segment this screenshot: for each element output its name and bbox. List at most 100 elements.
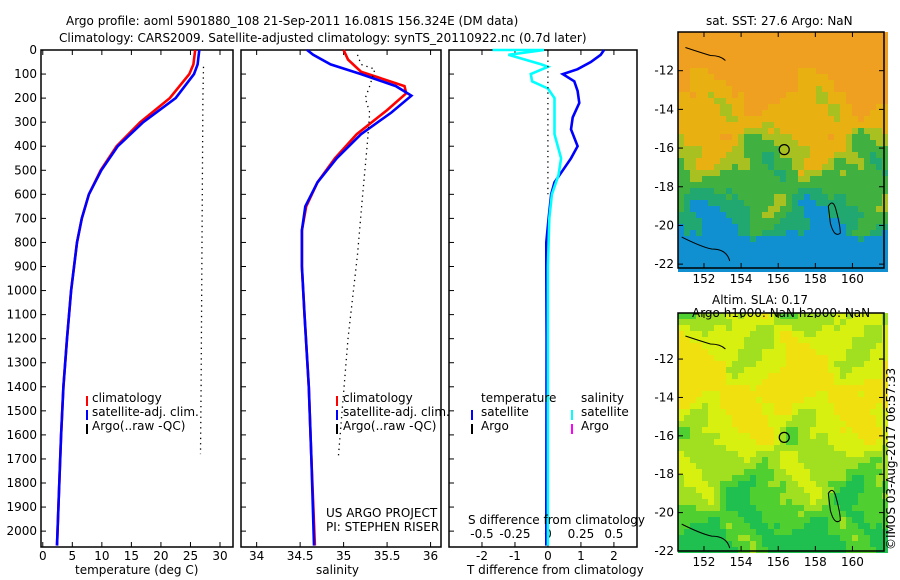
- map-cell: [882, 499, 888, 505]
- map-cell: [750, 391, 756, 397]
- map-cell: [780, 505, 786, 511]
- map-cell: [738, 266, 744, 272]
- map-cell: [678, 200, 684, 206]
- legend-marker: [571, 424, 573, 434]
- map-cell: [804, 325, 810, 331]
- map-cell: [816, 80, 822, 86]
- map-cell: [732, 152, 738, 158]
- map-cell: [774, 110, 780, 116]
- map-cell: [792, 547, 798, 553]
- map-cell: [720, 487, 726, 493]
- map-cell: [864, 38, 870, 44]
- map-cell: [744, 481, 750, 487]
- map-cell: [768, 499, 774, 505]
- map-cell: [876, 170, 882, 176]
- map-cell: [828, 92, 834, 98]
- map-cell: [846, 38, 852, 44]
- map-cell: [714, 385, 720, 391]
- map-cell: [696, 397, 702, 403]
- map-cell: [876, 50, 882, 56]
- map-cell: [804, 116, 810, 122]
- map-cell: [756, 44, 762, 50]
- map-cell: [690, 140, 696, 146]
- map-cell: [822, 224, 828, 230]
- map-cell: [834, 421, 840, 427]
- map-cell: [816, 194, 822, 200]
- map-cell: [840, 523, 846, 529]
- map-cell: [840, 188, 846, 194]
- map-cell: [852, 385, 858, 391]
- map-cell: [702, 260, 708, 266]
- map-cell: [882, 415, 888, 421]
- map-cell: [732, 391, 738, 397]
- map-cell: [684, 493, 690, 499]
- map-cell: [882, 397, 888, 403]
- map-cell: [684, 92, 690, 98]
- map-cell: [678, 511, 684, 517]
- map-cell: [852, 541, 858, 547]
- map-cell: [774, 481, 780, 487]
- map-cell: [864, 457, 870, 463]
- map-cell: [702, 415, 708, 421]
- map-cell: [714, 92, 720, 98]
- map-cell: [804, 122, 810, 128]
- map-cell: [744, 152, 750, 158]
- map-cell: [756, 523, 762, 529]
- map-cell: [792, 122, 798, 128]
- map-cell: [726, 469, 732, 475]
- map-cell: [702, 499, 708, 505]
- map-cell: [798, 260, 804, 266]
- map-cell: [762, 451, 768, 457]
- map-cell: [678, 445, 684, 451]
- map-cell: [864, 379, 870, 385]
- map-cell: [774, 463, 780, 469]
- map-cell: [852, 409, 858, 415]
- map-cell: [684, 319, 690, 325]
- map-cell: [858, 182, 864, 188]
- map-cell: [828, 74, 834, 80]
- map-cell: [858, 409, 864, 415]
- map-cell: [768, 218, 774, 224]
- map-cell: [828, 218, 834, 224]
- map-cell: [876, 194, 882, 200]
- map-cell: [852, 523, 858, 529]
- map-cell: [780, 499, 786, 505]
- map-cell: [678, 164, 684, 170]
- map-cell: [834, 140, 840, 146]
- map-cell: [750, 523, 756, 529]
- map-cell: [840, 104, 846, 110]
- map-cell: [732, 80, 738, 86]
- map-cell: [882, 182, 888, 188]
- map-cell: [816, 475, 822, 481]
- map-cell: [804, 266, 810, 272]
- map-cell: [876, 397, 882, 403]
- map-cell: [882, 164, 888, 170]
- map-cell: [822, 110, 828, 116]
- map-cell: [690, 421, 696, 427]
- map-cell: [810, 50, 816, 56]
- map-cell: [828, 427, 834, 433]
- map-cell: [744, 403, 750, 409]
- map-cell: [714, 517, 720, 523]
- map-cell: [696, 319, 702, 325]
- x-tick-label: 35.5: [374, 549, 401, 563]
- map-cell: [780, 475, 786, 481]
- map-cell: [816, 122, 822, 128]
- map-cell: [822, 62, 828, 68]
- map-cell: [876, 248, 882, 254]
- map-cell: [768, 391, 774, 397]
- map-cell: [714, 134, 720, 140]
- map-cell: [852, 433, 858, 439]
- map-cell: [738, 355, 744, 361]
- map-cell: [792, 541, 798, 547]
- map-cell: [768, 379, 774, 385]
- map-cell: [774, 337, 780, 343]
- map-cell: [744, 379, 750, 385]
- map-cell: [840, 260, 846, 266]
- map-cell: [780, 68, 786, 74]
- map-cell: [774, 236, 780, 242]
- map-cell: [768, 116, 774, 122]
- y-tick-label: 1700: [6, 452, 37, 466]
- map-cell: [810, 451, 816, 457]
- map-cell: [798, 122, 804, 128]
